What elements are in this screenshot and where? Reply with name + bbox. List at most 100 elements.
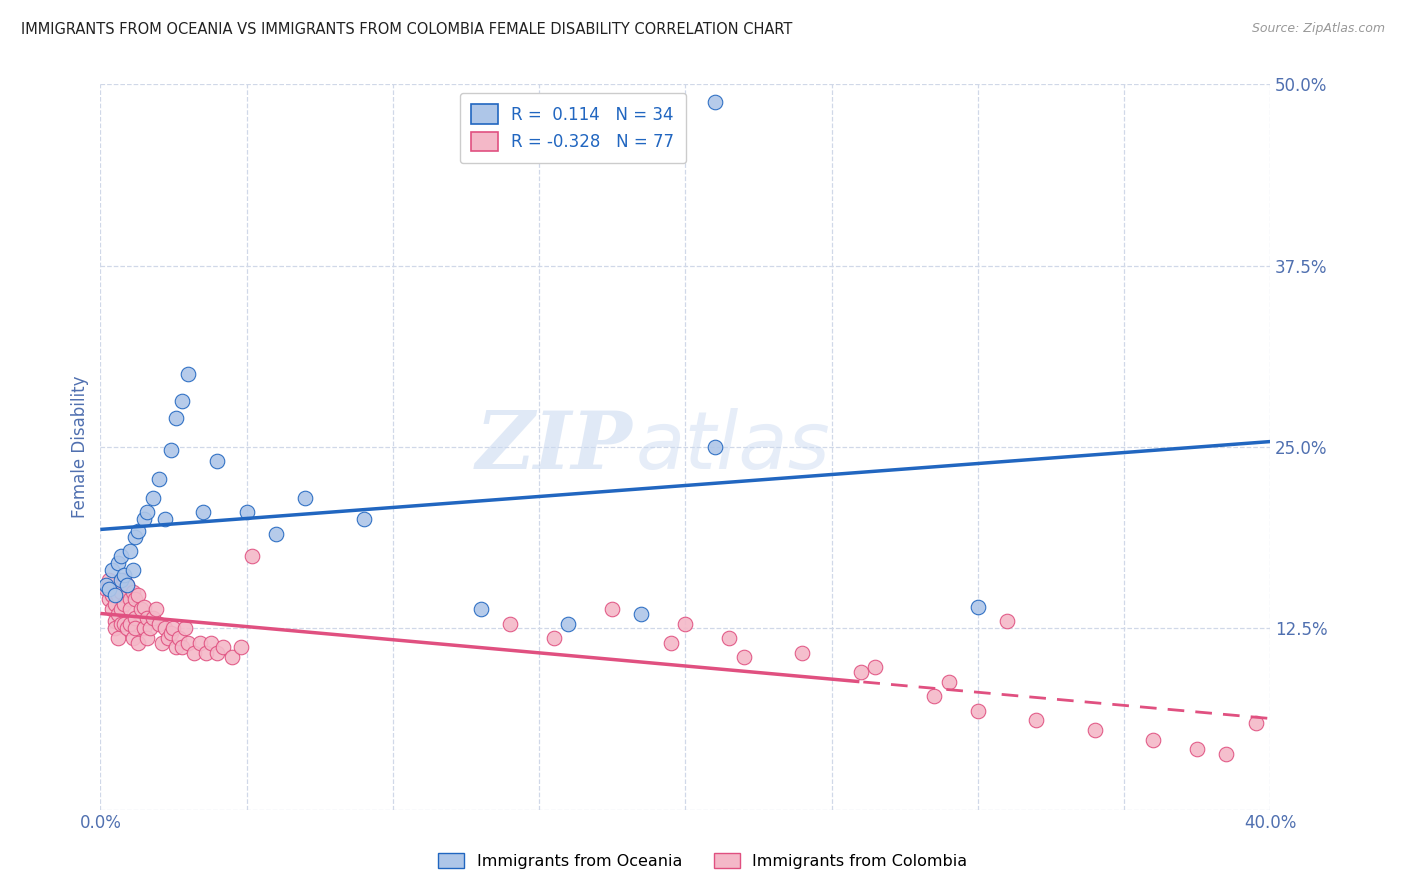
Point (112, 574, 135, 588)
Point (107, 632, 129, 646)
Legend: Immigrants from Oceania, Immigrants from Colombia: Immigrants from Oceania, Immigrants from… (430, 845, 976, 877)
Point (112, 597, 135, 611)
Point (112, 616, 135, 631)
Point (242, 549, 264, 563)
Point (153, 512, 176, 526)
Point (139, 621, 162, 635)
Point (183, 646, 205, 660)
Point (104, 614, 127, 628)
Point (221, 650, 243, 665)
Point (1244, 715, 1267, 730)
Point (96, 578, 118, 592)
Point (1142, 733, 1164, 747)
Point (121, 585, 143, 599)
Point (188, 636, 211, 650)
Point (101, 602, 124, 616)
Point (229, 640, 252, 654)
Point (703, 440, 725, 454)
Point (177, 368, 200, 382)
Point (98, 582, 121, 596)
Point (148, 472, 170, 486)
Point (194, 646, 217, 660)
Point (543, 632, 565, 646)
Point (110, 574, 132, 588)
Point (174, 621, 197, 635)
Point (124, 621, 146, 635)
Point (110, 549, 132, 563)
Point (115, 578, 138, 592)
Point (127, 588, 149, 602)
Point (110, 616, 132, 631)
Point (127, 636, 149, 650)
Point (207, 646, 229, 660)
Point (353, 512, 375, 526)
Point (673, 616, 696, 631)
Point (118, 602, 141, 616)
Point (159, 442, 181, 457)
Point (142, 491, 165, 505)
Point (499, 616, 522, 631)
Point (165, 411, 187, 425)
Point (294, 491, 316, 505)
Point (172, 640, 194, 654)
Point (134, 599, 156, 614)
Point (600, 602, 623, 616)
Point (136, 611, 159, 625)
Point (98, 574, 121, 588)
Point (156, 632, 179, 646)
Point (134, 621, 156, 635)
Point (124, 530, 146, 544)
Point (191, 505, 214, 519)
Point (104, 597, 127, 611)
Point (115, 621, 138, 635)
Point (101, 588, 124, 602)
Point (129, 602, 152, 616)
Y-axis label: Female Disability: Female Disability (72, 376, 89, 518)
Point (177, 636, 200, 650)
Point (121, 563, 143, 577)
Point (104, 621, 127, 635)
Point (96, 582, 118, 596)
Point (922, 690, 945, 704)
Point (212, 640, 235, 654)
Point (966, 599, 988, 614)
Point (145, 602, 167, 616)
Text: atlas: atlas (636, 408, 831, 486)
Point (1215, 747, 1237, 762)
Point (159, 625, 181, 640)
Point (115, 578, 138, 592)
Point (207, 454, 229, 468)
Point (995, 614, 1018, 628)
Point (142, 611, 165, 625)
Point (118, 592, 141, 607)
Point (110, 585, 132, 599)
Point (121, 632, 143, 646)
Text: IMMIGRANTS FROM OCEANIA VS IMMIGRANTS FROM COLOMBIA FEMALE DISABILITY CORRELATIO: IMMIGRANTS FROM OCEANIA VS IMMIGRANTS FR… (21, 22, 793, 37)
Point (1185, 741, 1208, 756)
Text: Source: ZipAtlas.com: Source: ZipAtlas.com (1251, 22, 1385, 36)
Point (107, 607, 129, 621)
Point (101, 563, 124, 577)
Point (134, 512, 156, 526)
Point (107, 556, 129, 570)
Point (124, 592, 146, 607)
Point (150, 636, 173, 650)
Point (136, 632, 159, 646)
Point (1084, 723, 1107, 737)
Point (659, 636, 682, 650)
Point (849, 665, 872, 679)
Point (557, 616, 579, 631)
Point (162, 621, 184, 635)
Point (165, 640, 187, 654)
Point (235, 505, 257, 519)
Point (127, 524, 149, 538)
Point (200, 636, 222, 650)
Point (112, 567, 135, 582)
Point (703, 95, 725, 109)
Point (136, 505, 159, 519)
Point (118, 544, 141, 558)
Point (98, 592, 121, 607)
Point (938, 674, 960, 689)
Point (966, 704, 988, 718)
Point (153, 621, 176, 635)
